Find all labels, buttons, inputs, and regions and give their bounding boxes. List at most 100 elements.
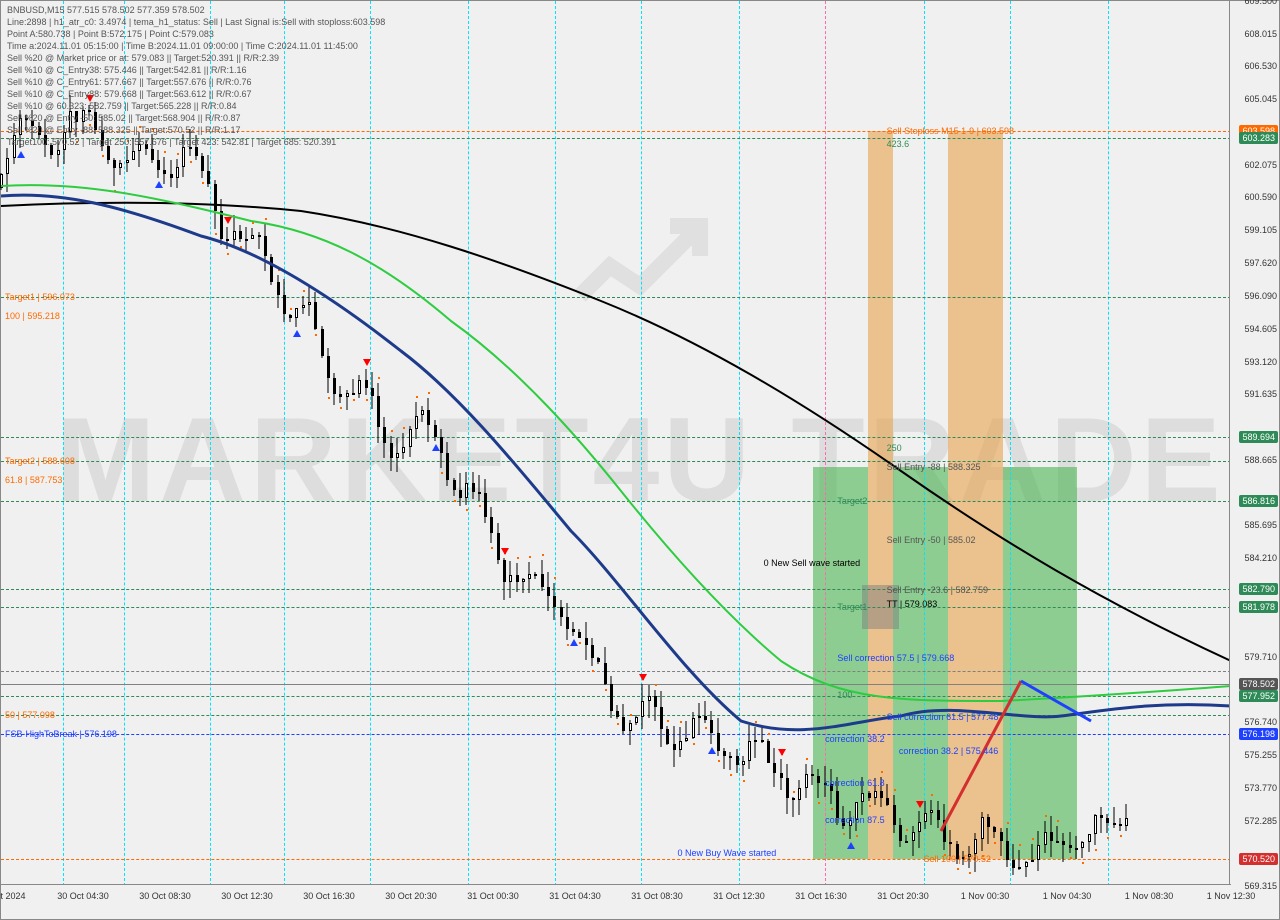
candle (918, 822, 921, 831)
candle (484, 493, 487, 516)
info-line: Point A:580.738 | Point B:572.175 | Poin… (7, 29, 214, 39)
horizontal-line (1, 671, 1231, 672)
price-marker: 582.790 (1239, 583, 1278, 595)
psar-dot (366, 399, 368, 401)
info-line: Time a:2024.11.01 05:15:00 | Time B:2024… (7, 41, 358, 51)
psar-dot (340, 407, 342, 409)
buy-signal-icon (293, 330, 301, 337)
candle (214, 184, 217, 211)
price-zone (813, 467, 868, 859)
candle (57, 150, 60, 155)
candle (949, 842, 952, 844)
horizontal-line (1, 734, 1231, 735)
psar-dot (1095, 849, 1097, 851)
candle (767, 741, 770, 763)
candle (1119, 824, 1122, 826)
psar-dot (818, 802, 820, 804)
candle (1006, 841, 1009, 860)
candle (974, 839, 977, 855)
chart-annotation: correction 87.5 (825, 815, 885, 825)
psar-dot (252, 222, 254, 224)
candle (660, 707, 663, 729)
candle (597, 658, 600, 663)
candle (157, 160, 160, 171)
horizontal-line (1, 461, 1231, 462)
price-zone (868, 131, 893, 859)
candle (780, 773, 783, 778)
chart-annotation: TT | 579.083 (887, 599, 938, 609)
candle (692, 718, 695, 738)
chart-container[interactable]: MARKET4U TRADE BNBUSD,M15 577.515 578.50… (0, 0, 1280, 920)
buy-signal-icon (570, 639, 578, 646)
candle (880, 791, 883, 798)
candle (459, 490, 462, 499)
left-price-label: Target1 | 596.073 (5, 292, 75, 302)
candle (434, 425, 437, 437)
candle (629, 723, 632, 731)
candle (1094, 815, 1097, 834)
price-tick: 600.590 (1244, 192, 1277, 202)
price-tick: 596.090 (1244, 291, 1277, 301)
candle (497, 533, 500, 560)
candle (578, 632, 581, 638)
candle (635, 717, 638, 723)
psar-dot (831, 808, 833, 810)
info-line: Sell %10 @ 60.323: 582.759 || Target:565… (7, 101, 236, 111)
chart-annotation: 250 (887, 443, 902, 453)
horizontal-line (1, 589, 1231, 590)
candle (390, 443, 393, 457)
candle (352, 393, 355, 395)
psar-dot (114, 190, 116, 192)
psar-dot (202, 182, 204, 184)
candle (440, 437, 443, 453)
candle (295, 308, 298, 318)
candle (566, 617, 569, 629)
candle (126, 160, 129, 163)
candle (912, 832, 915, 842)
price-tick: 572.285 (1244, 816, 1277, 826)
candle (1088, 834, 1091, 841)
psar-dot (906, 829, 908, 831)
psar-dot (378, 377, 380, 379)
price-tick: 606.530 (1244, 61, 1277, 71)
candle (516, 575, 519, 582)
candle (415, 416, 418, 430)
sell-signal-icon (639, 674, 647, 681)
price-axis[interactable]: 609.500608.015606.530605.045603.283602.0… (1229, 1, 1279, 886)
candle (792, 798, 795, 800)
price-zone (1003, 467, 1077, 859)
price-tick: 579.710 (1244, 652, 1277, 662)
candle (836, 791, 839, 818)
chart-annotation: 100 (837, 690, 852, 700)
psar-dot (592, 670, 594, 672)
candle (553, 596, 556, 607)
candle (396, 453, 399, 458)
price-tick: 593.120 (1244, 357, 1277, 367)
candle (201, 156, 204, 172)
price-tick: 588.665 (1244, 455, 1277, 465)
candle (673, 744, 676, 750)
psar-dot (1107, 837, 1109, 839)
chart-annotation: 423.6 (887, 139, 910, 149)
candle (528, 574, 531, 579)
candle (233, 231, 236, 240)
vertical-line (370, 1, 371, 886)
info-line: Sell %10 @ C_Entry88: 579.668 || Target:… (7, 89, 251, 99)
candle (478, 492, 481, 494)
vertical-line (641, 1, 642, 886)
candle (993, 827, 996, 832)
psar-dot (265, 218, 267, 220)
psar-dot (353, 399, 355, 401)
candle (1081, 842, 1084, 849)
time-tick: 30 Oct 20:30 (385, 891, 437, 901)
price-tick: 609.500 (1244, 0, 1277, 6)
vertical-line (825, 1, 826, 886)
candle (736, 756, 739, 765)
time-axis[interactable]: 30 Oct 202430 Oct 04:3030 Oct 08:3030 Oc… (1, 884, 1231, 919)
psar-dot (881, 771, 883, 773)
psar-dot (391, 430, 393, 432)
candle (383, 427, 386, 443)
price-marker: 577.952 (1239, 690, 1278, 702)
candle (0, 174, 3, 188)
candle (1050, 832, 1053, 841)
